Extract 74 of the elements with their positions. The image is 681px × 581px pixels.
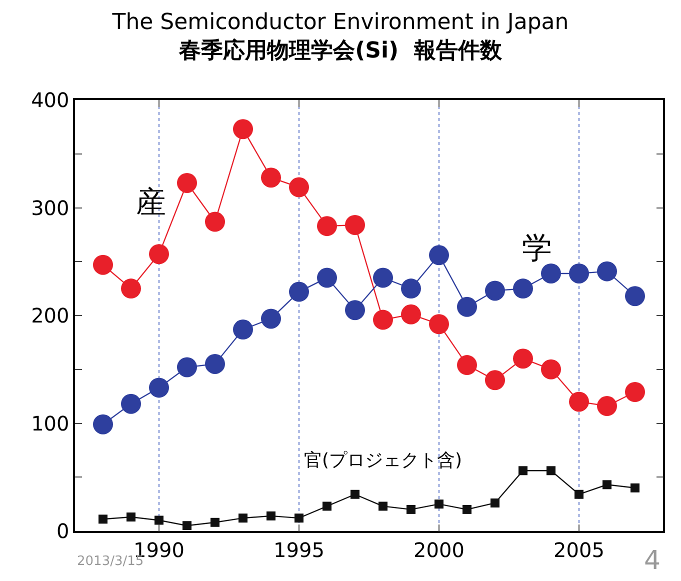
point (289, 282, 309, 302)
y-tick-label: 0 (56, 519, 70, 543)
point (350, 490, 360, 499)
point (210, 518, 220, 527)
point (261, 168, 281, 188)
point (177, 172, 197, 193)
point (266, 511, 276, 520)
point (462, 504, 472, 514)
point (345, 214, 365, 235)
point (401, 278, 421, 299)
text: 4 (644, 546, 661, 576)
x-tick-label: 1995 (274, 538, 324, 562)
point (317, 216, 337, 236)
series-label: 産 (136, 185, 166, 220)
point (345, 300, 365, 320)
point (205, 354, 225, 374)
y-tick-label: 300 (31, 196, 70, 220)
point (317, 268, 337, 288)
series-label: 官(プロジェクト含) (304, 450, 462, 471)
point (121, 278, 141, 299)
point (518, 466, 528, 476)
point (289, 177, 309, 198)
point (149, 244, 169, 264)
point (485, 370, 505, 390)
x-tick-label: 2005 (554, 538, 604, 562)
point (541, 359, 561, 380)
point (149, 378, 169, 398)
point (98, 514, 108, 524)
point (429, 314, 449, 334)
series-label: 学 (522, 231, 552, 266)
point (513, 348, 533, 369)
point (457, 296, 477, 317)
point (177, 357, 197, 378)
point (261, 308, 281, 329)
point (597, 261, 617, 282)
point (574, 490, 584, 499)
point (490, 498, 500, 508)
point (205, 212, 225, 232)
point (406, 504, 416, 514)
point (625, 286, 645, 306)
point (513, 278, 533, 299)
point (401, 304, 421, 324)
point (93, 414, 113, 434)
point (429, 245, 449, 266)
y-tick-label: 400 (31, 88, 70, 112)
point (121, 394, 141, 414)
point (154, 516, 164, 525)
y-tick-label: 100 (31, 411, 70, 436)
point (485, 280, 505, 301)
point (569, 392, 589, 412)
point (546, 466, 556, 476)
x-tick-label: 2000 (414, 538, 464, 562)
point (233, 119, 253, 140)
point (294, 514, 304, 523)
point (233, 320, 253, 340)
point (569, 263, 589, 284)
point (630, 483, 640, 492)
point (322, 502, 332, 511)
point (457, 355, 477, 376)
point (625, 382, 645, 402)
point (597, 396, 617, 416)
chart-subtitle: 春季応用物理学会(Si) 報告件数 (178, 38, 503, 64)
chart-title: The Semiconductor Environment in Japan (111, 10, 569, 36)
point (434, 500, 444, 509)
point (373, 268, 393, 288)
point (126, 512, 136, 522)
y-tick-label: 200 (31, 304, 70, 328)
point (182, 521, 192, 530)
point (93, 254, 113, 275)
point (378, 502, 388, 511)
point (541, 263, 561, 284)
point (602, 480, 612, 490)
point (238, 514, 248, 523)
point (373, 310, 393, 330)
